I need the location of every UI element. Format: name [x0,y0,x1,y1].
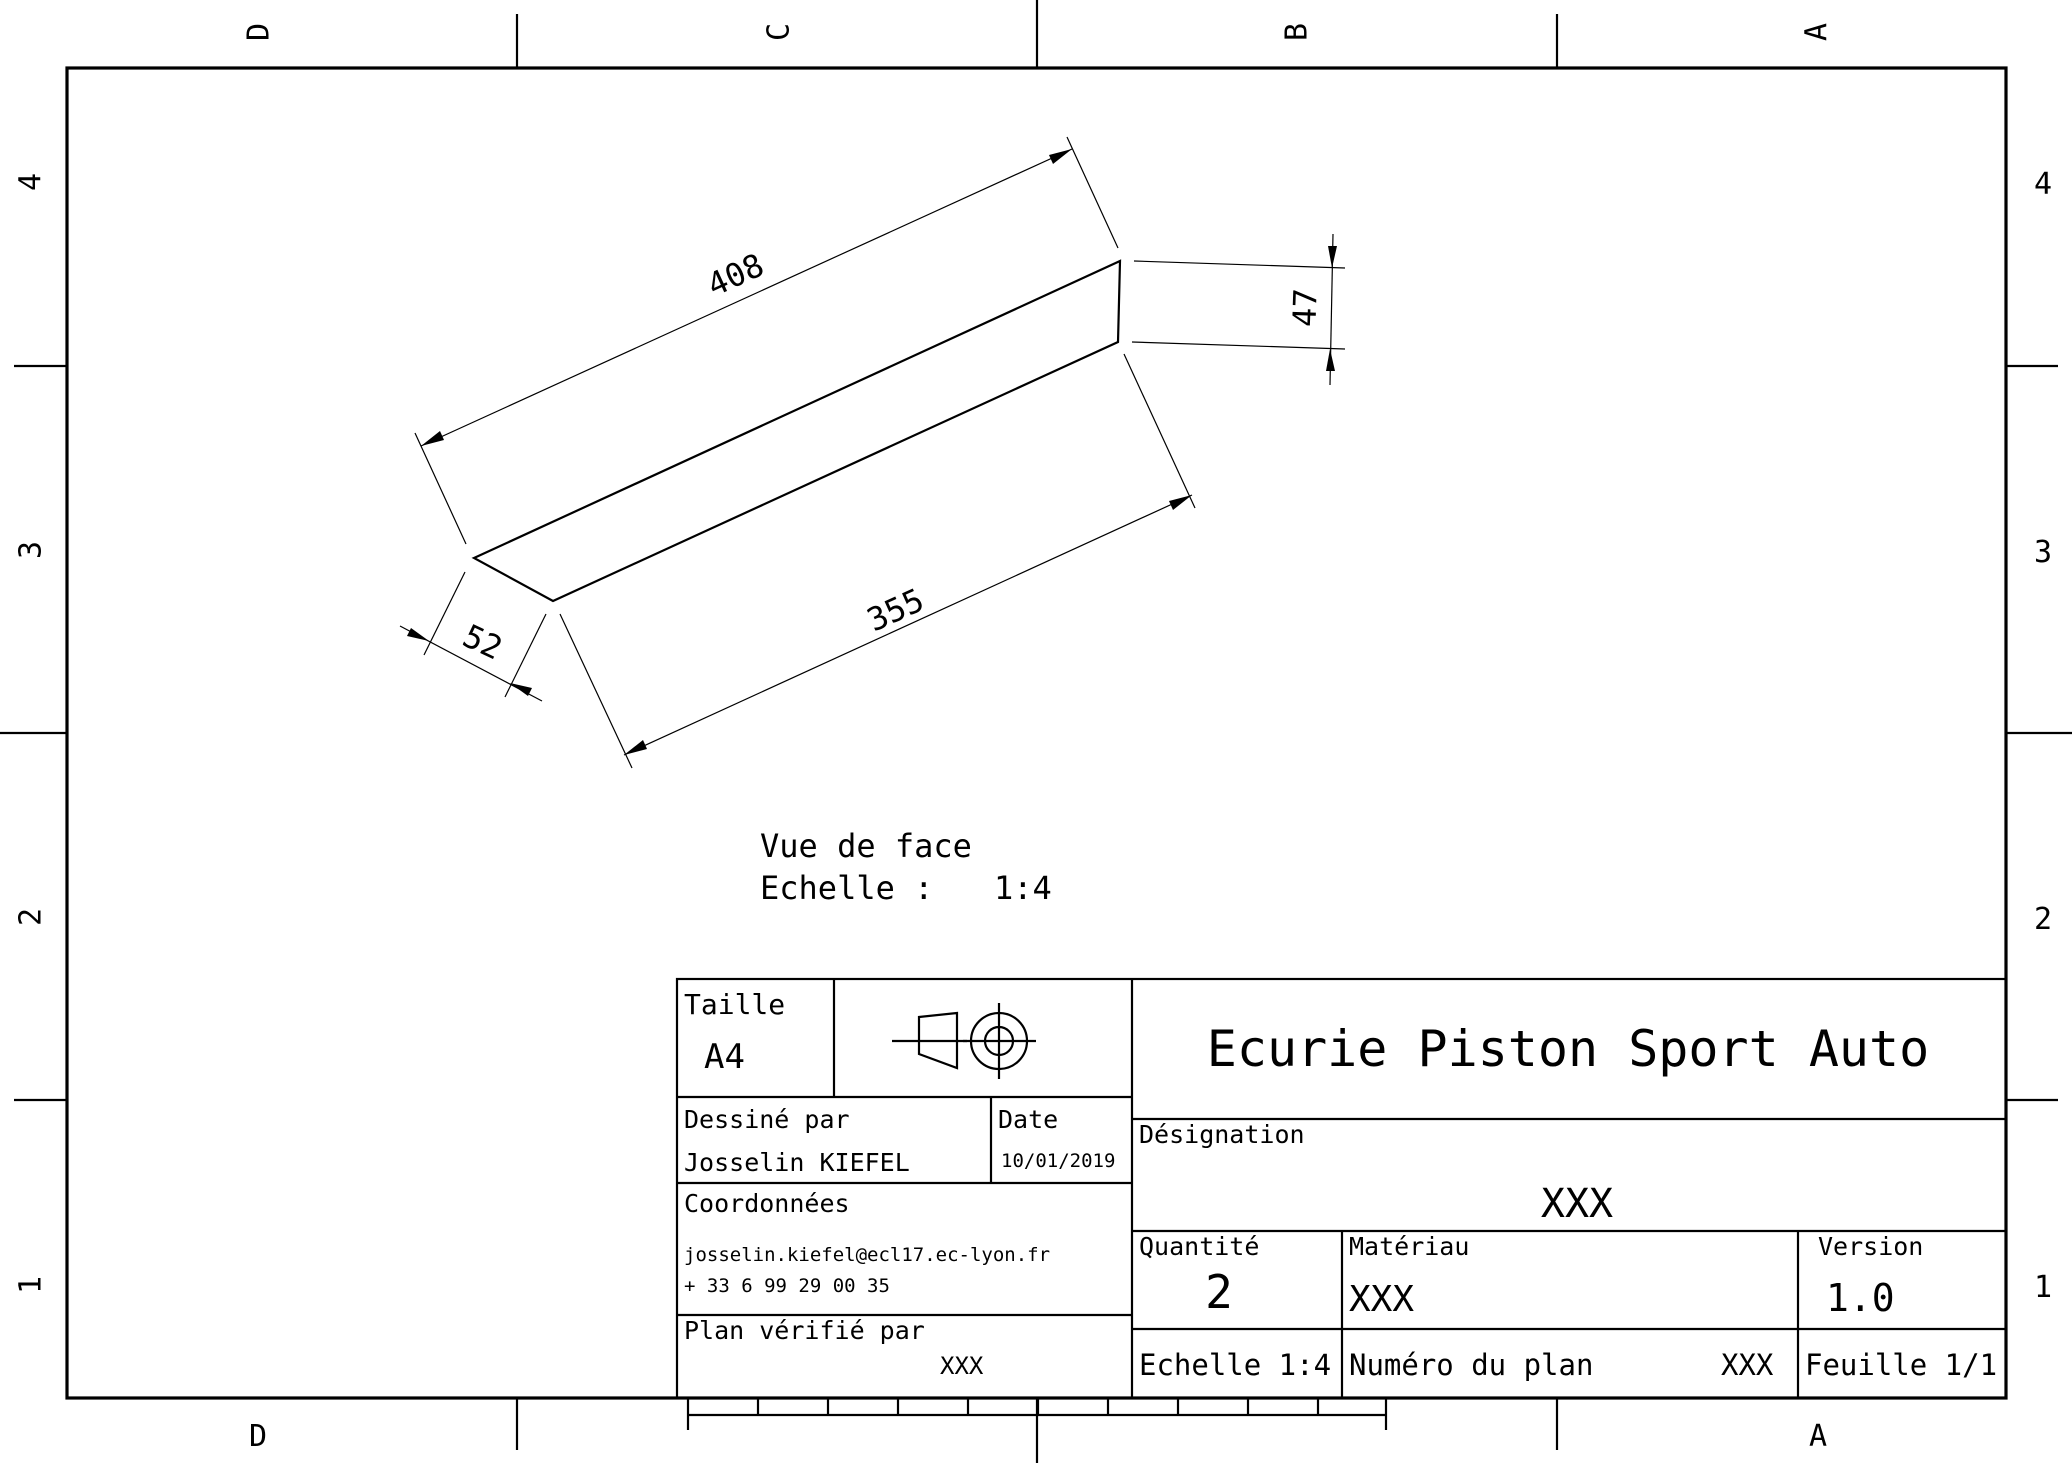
title-block [675,977,2008,1400]
plan-number-label: Numéro du plan [1349,1348,1593,1382]
zone-ticks-right [2006,364,2072,1102]
contact-email: josselin.kiefel@ecl17.ec-lyon.fr [684,1244,1050,1266]
sheet-number: Feuille 1/1 [1805,1348,1997,1382]
zone-ticks-left [0,364,67,1102]
zone-label-top-d: D [242,23,277,41]
size-label: Taille [684,988,785,1021]
dimension-355: 355 [559,353,1196,769]
date-label: Date [998,1105,1058,1134]
zone-label-left-3: 3 [14,541,49,559]
dimension-408: 408 [414,136,1119,545]
scale-label: Echelle 1:4 [1139,1348,1331,1382]
quantity-value: 2 [1205,1265,1233,1319]
zone-label-left-2: 2 [14,908,49,926]
zone-label-top-c: C [762,23,797,41]
quantity-label: Quantité [1139,1232,1259,1261]
drawing-border [65,66,2008,1400]
zone-label-top-a: A [1800,23,1835,41]
size-value: A4 [704,1037,745,1077]
zone-label-top-b: B [1280,23,1315,41]
drawn-by-value: Josselin KIEFEL [684,1148,910,1177]
zone-label-right-1: 1 [2034,1270,2052,1305]
plan-number-value: XXX [1721,1348,1774,1382]
zone-label-left-1: 1 [14,1276,49,1294]
date-value: 10/01/2019 [1001,1150,1115,1172]
dimension-408-label: 408 [701,246,769,305]
zone-label-left-4: 4 [14,173,49,191]
projection-symbol-icon [892,1003,1036,1079]
material-value: XXX [1349,1279,1414,1320]
zone-label-right-4: 4 [2034,167,2052,202]
material-label: Matériau [1349,1232,1469,1261]
company-name: Ecurie Piston Sport Auto [1207,1020,1929,1078]
view-scale-label: Echelle : [760,869,933,907]
part-outline [471,259,1122,603]
zone-label-right-2: 2 [2034,902,2052,937]
drawn-by-label: Dessiné par [684,1105,850,1134]
dimension-47: 47 [1131,233,1346,386]
zone-label-right-3: 3 [2034,535,2052,570]
scale-ruler [686,1398,1388,1430]
zone-label-bottom-a: A [1809,1419,1827,1454]
designation-label: Désignation [1139,1120,1305,1149]
dimension-355-label: 355 [861,581,929,640]
view-scale-value: 1:4 [994,869,1052,907]
designation-value: XXX [1541,1181,1613,1227]
checked-by-value: XXX [940,1352,984,1380]
zone-label-bottom-d: D [249,1419,267,1454]
checked-by-label: Plan vérifié par [684,1316,925,1345]
version-value: 1.0 [1826,1276,1895,1320]
dimension-52: 52 [399,571,547,702]
view-name: Vue de face [760,827,972,865]
contact-label: Coordonnées [684,1189,850,1218]
dimension-47-label: 47 [1285,288,1324,328]
contact-phone: + 33 6 99 29 00 35 [684,1275,890,1297]
zone-ticks-top [515,0,1559,68]
version-label: Version [1818,1232,1923,1261]
